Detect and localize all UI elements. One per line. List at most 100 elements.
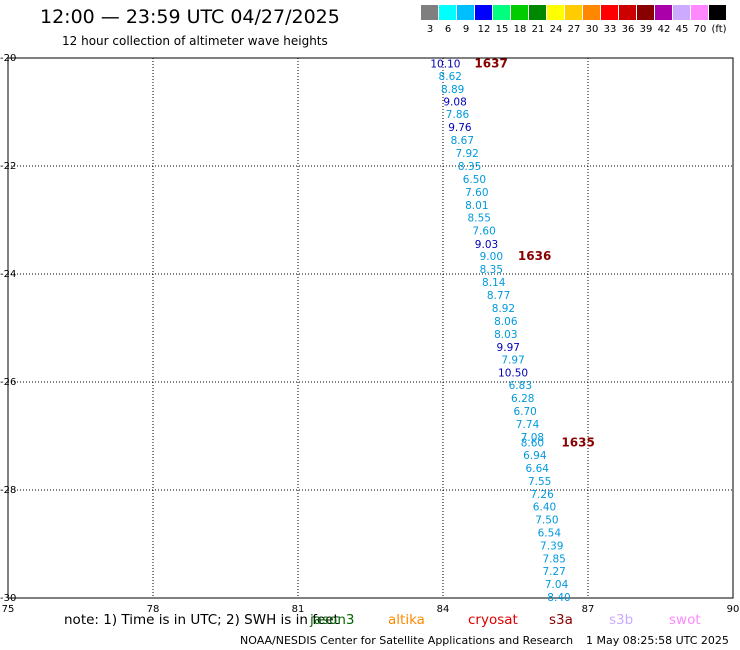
- wave-height-label: 7.55: [528, 476, 551, 488]
- satellite-s3b: s3b: [609, 612, 634, 628]
- legend-label: 39: [639, 24, 653, 35]
- wave-height-label: 8.03: [494, 329, 517, 341]
- wave-height-label: 8.67: [451, 135, 474, 147]
- legend-swatch-6: 6: [439, 5, 456, 35]
- legend-swatch-3: 3: [421, 5, 438, 35]
- wave-height-label: 8.14: [482, 277, 506, 289]
- wave-height-label: 8.55: [468, 212, 491, 224]
- legend-swatch-9: 9: [457, 5, 474, 35]
- legend-label: 70: [693, 24, 707, 35]
- wave-height-label: 9.00: [480, 251, 503, 263]
- x-tick-label: 75: [2, 604, 15, 615]
- wave-height-label: 8.35: [480, 264, 503, 276]
- wave-height-label: 8.89: [441, 84, 464, 96]
- wave-height-label: 8.62: [439, 71, 462, 83]
- legend-swatch-27: 27: [565, 5, 582, 35]
- legend-swatch-45: 45: [673, 5, 690, 35]
- legend-label: 42: [657, 24, 671, 35]
- wave-height-label: 9.76: [448, 122, 472, 134]
- chart-title: 12:00 — 23:59 UTC 04/27/2025: [40, 6, 340, 28]
- legend-label: 15: [495, 24, 509, 35]
- wave-height-label: 9.08: [443, 97, 466, 109]
- wave-height-label: 7.74: [516, 419, 540, 431]
- legend-swatch-42: 42: [655, 5, 672, 35]
- wave-height-label: 8.92: [492, 303, 515, 315]
- legend-label: 27: [567, 24, 581, 35]
- wave-height-label: 7.08: [521, 432, 544, 444]
- y-tick-label: -20: [0, 53, 16, 64]
- wave-height-label: 8.06: [494, 316, 518, 328]
- time-annotation: 1637: [474, 56, 507, 70]
- legend-swatch-12: 12: [475, 5, 492, 35]
- legend-swatch-max: (ft): [709, 5, 727, 35]
- legend-unit: (ft): [711, 24, 727, 35]
- wave-height-label: 7.85: [542, 554, 565, 566]
- legend-label: 9: [462, 24, 470, 35]
- time-annotation: 1636: [518, 249, 551, 263]
- y-tick-label: -24: [0, 269, 16, 280]
- footer-note: note: 1) Time is in UTC; 2) SWH is in fe…: [64, 612, 339, 628]
- satellite-altika: altika: [388, 612, 425, 628]
- y-tick-label: -26: [0, 377, 16, 388]
- chart-subtitle: 12 hour collection of altimeter wave hei…: [62, 34, 328, 48]
- satellite-s3a: s3a: [549, 612, 573, 628]
- legend-label: 45: [675, 24, 689, 35]
- wave-height-label: 6.28: [511, 393, 534, 405]
- wave-height-label: 6.94: [523, 450, 547, 462]
- footer-org: NOAA/NESDIS Center for Satellite Applica…: [240, 634, 574, 647]
- legend-swatch-33: 33: [601, 5, 618, 35]
- legend-label: 30: [585, 24, 599, 35]
- y-tick-label: -28: [0, 485, 16, 496]
- legend-swatch-70: 70: [691, 5, 708, 35]
- wave-height-label: 8.40: [547, 592, 570, 604]
- wave-height-label: 10.10: [430, 58, 460, 70]
- wave-height-label: 7.26: [530, 489, 554, 501]
- legend-swatch-21: 21: [529, 5, 546, 35]
- wave-height-label: 8.77: [487, 290, 510, 302]
- satellite-cryosat: cryosat: [468, 612, 518, 628]
- wave-height-label: 7.50: [535, 515, 558, 527]
- footer-timestamp: 1 May 08:25:58 UTC 2025: [586, 634, 729, 647]
- legend-swatch-15: 15: [493, 5, 510, 35]
- wave-height-label: 9.03: [475, 239, 498, 251]
- x-tick-label: 81: [292, 604, 305, 615]
- wave-height-label: 7.86: [446, 109, 470, 121]
- x-tick-label: 78: [147, 604, 160, 615]
- legend-swatch-18: 18: [511, 5, 528, 35]
- wave-height-label: 6.70: [513, 406, 536, 418]
- x-tick-label: 84: [437, 604, 450, 615]
- wave-height-label: 7.39: [540, 541, 563, 553]
- wave-height-label: 7.92: [455, 148, 478, 160]
- legend-label: 24: [549, 24, 563, 35]
- legend-label: 12: [477, 24, 491, 35]
- x-tick-label: 87: [582, 604, 595, 615]
- legend-swatch-36: 36: [619, 5, 636, 35]
- wave-height-label: 6.50: [463, 174, 486, 186]
- wave-height-label: 8.60: [521, 437, 544, 449]
- legend-swatch-24: 24: [547, 5, 564, 35]
- legend-swatch-30: 30: [583, 5, 600, 35]
- legend-label: 33: [603, 24, 617, 35]
- legend-label: 18: [513, 24, 527, 35]
- wave-height-label: 7.60: [465, 187, 488, 199]
- legend-label: 6: [444, 24, 452, 35]
- wave-height-label: 10.50: [498, 367, 528, 379]
- wave-height-label: 6.64: [526, 463, 550, 475]
- wave-height-label: 6.54: [538, 528, 562, 540]
- wave-height-label: 8.01: [465, 200, 488, 212]
- satellite-swot: swot: [669, 612, 701, 628]
- wave-height-label: 7.60: [472, 225, 495, 237]
- x-tick-label: 90: [727, 604, 740, 615]
- plot-frame: [7, 57, 734, 599]
- legend-label: 36: [621, 24, 635, 35]
- wave-height-label: 7.27: [542, 566, 565, 578]
- legend-label: 3: [426, 24, 434, 35]
- wave-height-label: 7.97: [501, 354, 524, 366]
- wave-height-label: 9.97: [497, 342, 520, 354]
- time-annotation: 1635: [561, 435, 594, 449]
- wave-height-label: 7.04: [545, 579, 569, 591]
- y-tick-label: -30: [0, 593, 16, 604]
- y-tick-label: -22: [0, 161, 16, 172]
- legend-label: 21: [531, 24, 545, 35]
